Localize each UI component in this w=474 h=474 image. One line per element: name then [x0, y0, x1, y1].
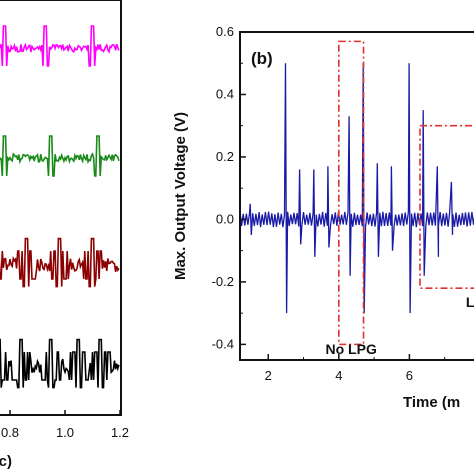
x-tick-label: 2 [265, 368, 272, 383]
annotation-box-1 [419, 124, 474, 289]
y-tick-label: -0.4 [212, 336, 234, 351]
right-plot-frame [239, 31, 474, 361]
left-series-line-0 [0, 25, 120, 67]
left-x-tick-label: 0.8 [1, 425, 19, 440]
y-tick-label: 0.4 [216, 86, 234, 101]
x-axis-title: Time (m [403, 394, 460, 411]
signal-line [239, 63, 474, 314]
y-axis-title: Max. Output Voltage (V) [172, 112, 189, 280]
right-panel: No LPG LPG 0.6 0.4 0.2 0.0 -0.2 -0.4 2 4 6 Time (m M… [172, 24, 474, 411]
left-series-line-2 [0, 237, 120, 288]
left-panel: 0.8 1.0 1.2 Sec) [0, 0, 129, 470]
annotation-box-0 [338, 40, 365, 346]
left-series-line-1 [0, 135, 120, 177]
y-tick-label: 0.2 [216, 149, 234, 164]
panel-label-b: (b) [251, 49, 273, 68]
annotation-no-lpg: No LPG [326, 341, 377, 357]
left-x-axis-title: Sec) [0, 453, 12, 470]
y-tick-label: 0.6 [216, 24, 234, 39]
annotation-lpg: LPG [466, 294, 474, 310]
left-x-tick-label: 1.2 [111, 425, 129, 440]
x-tick-label: 4 [335, 368, 342, 383]
left-x-tick-label: 1.0 [56, 425, 74, 440]
left-plot-frame [0, 0, 122, 416]
x-tick-label: 6 [406, 368, 413, 383]
y-tick-label: 0.0 [216, 211, 234, 226]
y-tick-label: -0.2 [212, 274, 234, 289]
left-series-line-3 [0, 338, 120, 389]
